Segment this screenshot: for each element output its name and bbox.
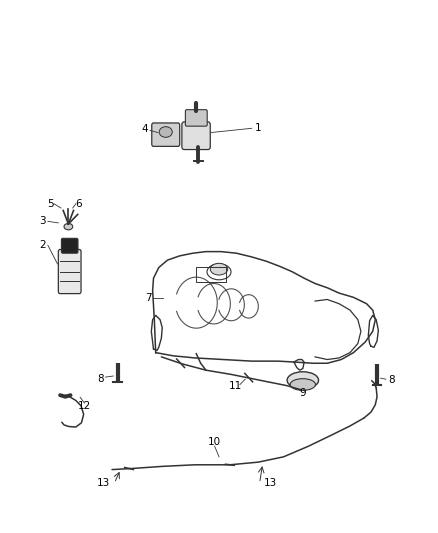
Text: 4: 4 xyxy=(141,124,148,134)
Text: 8: 8 xyxy=(388,375,395,385)
Text: 5: 5 xyxy=(48,199,54,209)
Ellipse shape xyxy=(159,127,172,138)
Text: 12: 12 xyxy=(78,401,91,411)
FancyBboxPatch shape xyxy=(152,123,180,147)
Text: 6: 6 xyxy=(75,199,82,209)
Text: 9: 9 xyxy=(300,388,306,398)
Text: 2: 2 xyxy=(39,240,46,250)
Text: 11: 11 xyxy=(229,381,242,391)
Text: 13: 13 xyxy=(264,479,277,488)
Text: 10: 10 xyxy=(208,437,221,447)
Text: 1: 1 xyxy=(255,123,261,133)
FancyBboxPatch shape xyxy=(182,122,210,150)
Ellipse shape xyxy=(290,378,315,390)
Text: 7: 7 xyxy=(145,293,152,303)
Ellipse shape xyxy=(287,372,318,389)
FancyBboxPatch shape xyxy=(61,238,78,253)
FancyBboxPatch shape xyxy=(185,110,207,126)
Text: 13: 13 xyxy=(97,479,110,488)
FancyBboxPatch shape xyxy=(58,249,81,294)
Ellipse shape xyxy=(64,223,73,230)
Text: 3: 3 xyxy=(39,216,46,227)
Ellipse shape xyxy=(210,263,228,275)
Text: 8: 8 xyxy=(97,374,103,384)
